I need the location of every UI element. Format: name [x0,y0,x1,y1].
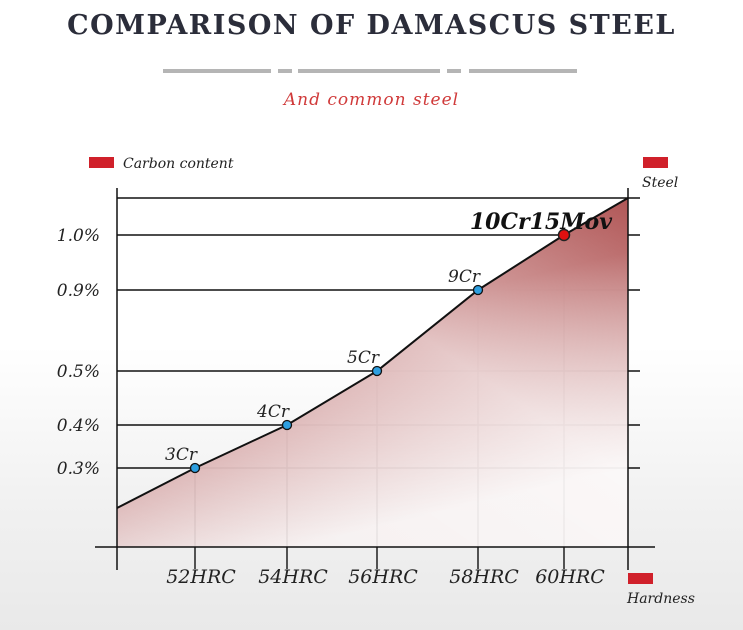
legend-label-hardness: Hardness [626,591,695,607]
point-label-4: 10Cr15Mov [470,209,612,235]
legend-label-steel: Steel [642,175,678,191]
data-point-0 [189,462,201,474]
page-subtitle: And common steel [283,90,460,110]
point-label-2: 5Cr [347,348,380,368]
legend-swatch-carbon [89,157,114,168]
data-point-2 [371,365,383,377]
y-tick-label-3: 0.9% [57,281,100,301]
data-points: 3Cr 4Cr 5Cr 9Cr 10Cr15Mov [165,209,612,474]
page-title: COMPARISON OF DAMASCUS STEEL [67,10,676,41]
title-divider-dash-left [278,69,292,73]
title-divider-dash-right [447,69,461,73]
point-label-3: 9Cr [448,267,481,287]
legend-swatch-hardness [628,573,653,584]
point-label-0: 3Cr [165,445,198,465]
point-label-1: 4Cr [256,402,290,422]
y-tick-label-0: 0.3% [57,459,100,479]
y-tick-label-4: 1.0% [57,226,100,246]
data-point-4 [557,228,571,242]
legend-swatch-steel [643,157,668,168]
y-tick-label-2: 0.5% [57,362,100,382]
x-tick-label-3: 58HRC [449,566,519,588]
tick-labels: 0.3% 0.4% 0.5% 0.9% 1.0% 52HRC 54HRC 56HRC 58HRC… [57,226,605,588]
legend-label-carbon: Carbon content [123,156,234,172]
x-tick-label-2: 56HRC [348,566,418,588]
axes [95,188,655,570]
data-point-1 [281,419,293,431]
area-sheen [117,198,628,547]
data-point-3 [472,284,484,296]
x-tick-label-4: 60HRC [535,566,605,588]
legend: Carbon content Steel Hardness [89,156,695,607]
x-tick-label-1: 54HRC [258,566,328,588]
title-divider-center [298,69,440,73]
y-tick-label-1: 0.4% [57,416,100,436]
title-divider-left [163,69,271,73]
title-divider-right [469,69,577,73]
x-tick-label-0: 52HRC [166,566,236,588]
